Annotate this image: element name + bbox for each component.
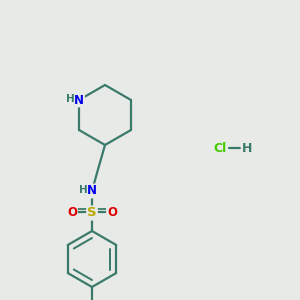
Text: S: S bbox=[87, 206, 97, 220]
Text: H: H bbox=[242, 142, 252, 154]
Text: O: O bbox=[67, 206, 77, 218]
Text: Cl: Cl bbox=[213, 142, 226, 154]
Text: O: O bbox=[107, 206, 117, 218]
Text: H: H bbox=[66, 94, 74, 104]
Text: H: H bbox=[79, 185, 87, 195]
Text: N: N bbox=[74, 94, 84, 106]
Text: N: N bbox=[87, 184, 97, 197]
